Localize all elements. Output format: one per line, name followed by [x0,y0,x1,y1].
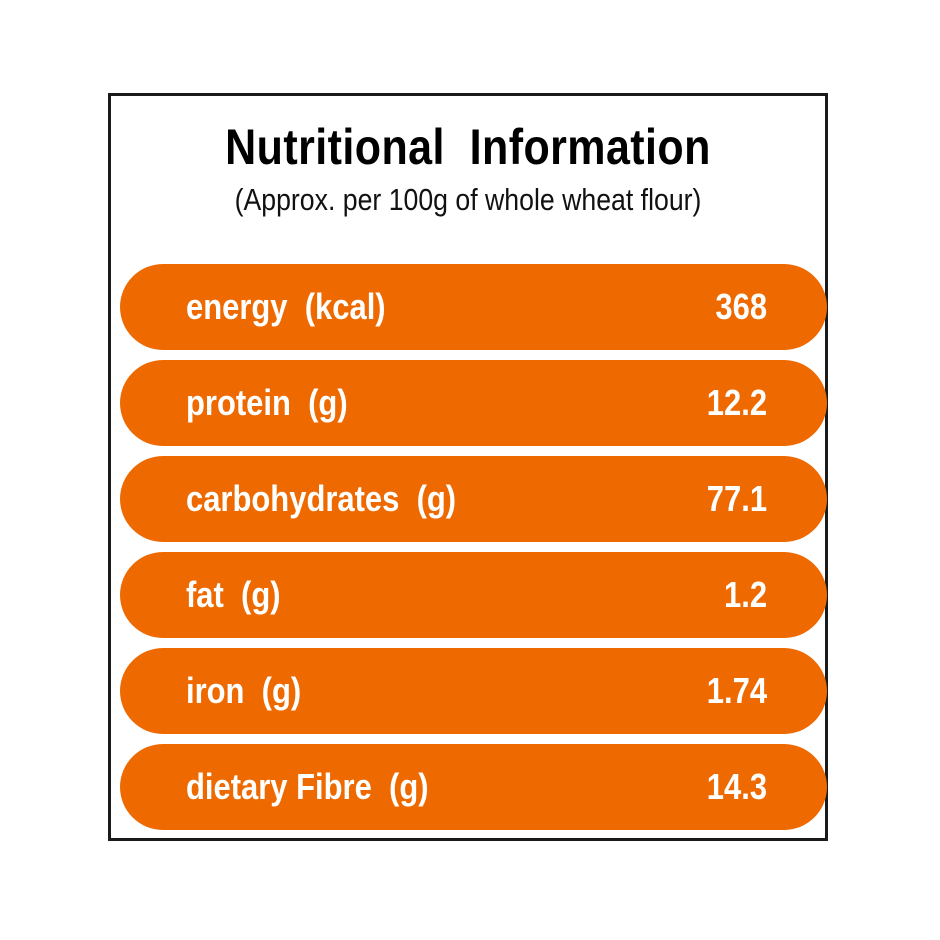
panel-subtitle: (Approx. per 100g of whole wheat flour) [234,182,702,217]
nutrient-label: iron (g) [186,670,302,711]
nutrient-value: 12.2 [706,382,767,423]
nutrient-value: 1.74 [706,670,767,711]
nutrient-label: carbohydrates (g) [186,478,457,519]
nutrient-row-protein: protein (g) 12.2 [120,360,827,446]
nutrient-row-dietary-fibre: dietary Fibre (g) 14.3 [120,744,827,830]
nutrient-value: 14.3 [706,766,767,807]
nutrient-row-carbohydrates: carbohydrates (g) 77.1 [120,456,827,542]
nutrient-row-iron: iron (g) 1.74 [120,648,827,734]
panel-title: Nutritional Information [225,119,711,175]
nutrient-label: protein (g) [186,382,348,423]
nutrient-row-fat: fat (g) 1.2 [120,552,827,638]
nutrient-row-energy: energy (kcal) 368 [120,264,827,350]
nutrient-label: energy (kcal) [186,286,386,327]
nutrient-value: 368 [715,286,767,327]
nutrient-list: energy (kcal) 368 protein (g) 12.2 carbo… [120,264,827,840]
nutrient-label: fat (g) [186,574,281,615]
nutrient-value: 77.1 [706,478,767,519]
nutrient-label: dietary Fibre (g) [186,766,429,807]
nutrient-value: 1.2 [723,574,767,615]
nutrition-panel: Nutritional Information (Approx. per 100… [108,93,828,841]
